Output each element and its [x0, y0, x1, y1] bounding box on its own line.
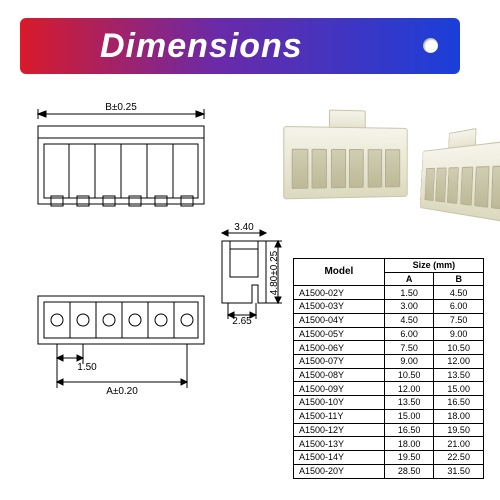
table-row: A1500-04Y4.507.50 [294, 313, 484, 327]
table-cell: 9.00 [434, 327, 484, 341]
table-cell: 10.50 [434, 341, 484, 355]
table-cell: 15.00 [384, 409, 434, 423]
table-cell: 13.50 [434, 368, 484, 382]
table-cell: A1500-14Y [294, 451, 385, 465]
table-row: A1500-02Y1.504.50 [294, 286, 484, 300]
table-cell: 12.00 [384, 382, 434, 396]
table-row: A1500-20Y28.5031.50 [294, 464, 484, 478]
table-row: A1500-14Y19.5022.50 [294, 451, 484, 465]
connector-slot-icon [311, 149, 327, 189]
table-cell: 6.00 [384, 327, 434, 341]
dimension-b-label: B±0.25 [105, 102, 137, 113]
table-cell: 18.00 [434, 409, 484, 423]
table-cell: 9.00 [384, 355, 434, 369]
table-row: A1500-06Y7.5010.50 [294, 341, 484, 355]
table-header-b: B [434, 272, 484, 286]
table-cell: 19.50 [434, 423, 484, 437]
connector-slot-icon [460, 166, 474, 205]
table-cell: A1500-02Y [294, 286, 385, 300]
table-row: A1500-03Y3.006.00 [294, 300, 484, 314]
table-cell: A1500-06Y [294, 341, 385, 355]
dimension-side-height: 4.80±0.25 [269, 250, 280, 295]
table-cell: 3.00 [384, 300, 434, 314]
table-cell: 31.50 [434, 464, 484, 478]
table-cell: A1500-11Y [294, 409, 385, 423]
table-header-size-group: Size (mm) [384, 259, 483, 273]
table-cell: 12.00 [434, 355, 484, 369]
connector-slot-icon [491, 165, 500, 209]
dimension-a-label: A±0.20 [106, 386, 138, 397]
product-photo-front [283, 108, 407, 206]
table-cell: 21.00 [434, 437, 484, 451]
table-cell: A1500-04Y [294, 313, 385, 327]
connector-slot-icon [475, 166, 490, 207]
dimension-side-inner: 2.65 [232, 316, 252, 327]
table-row: A1500-12Y16.5019.50 [294, 423, 484, 437]
table-cell: A1500-09Y [294, 382, 385, 396]
dimension-side-width: 3.40 [234, 222, 254, 233]
connector-slot-icon [330, 149, 345, 188]
table-cell: 16.50 [434, 396, 484, 410]
table-cell: 4.50 [384, 313, 434, 327]
connector-slot-icon [349, 149, 364, 188]
table-row: A1500-05Y6.009.00 [294, 327, 484, 341]
table-row: A1500-09Y12.0015.00 [294, 382, 484, 396]
table-cell: 7.50 [434, 313, 484, 327]
table-cell: 28.50 [384, 464, 434, 478]
table-cell: A1500-05Y [294, 327, 385, 341]
table-row: A1500-10Y13.5016.50 [294, 396, 484, 410]
table-cell: A1500-07Y [294, 355, 385, 369]
table-row: A1500-08Y10.5013.50 [294, 368, 484, 382]
table-cell: 13.50 [384, 396, 434, 410]
connector-slot-icon [292, 149, 308, 189]
dimension-pitch: 1.50 [77, 362, 97, 373]
table-header-a: A [384, 272, 434, 286]
connector-slot-icon [447, 167, 459, 204]
table-cell: A1500-12Y [294, 423, 385, 437]
table-cell: 18.00 [384, 437, 434, 451]
table-cell: A1500-03Y [294, 300, 385, 314]
table-cell: 19.50 [384, 451, 434, 465]
table-cell: 16.50 [384, 423, 434, 437]
table-cell: A1500-08Y [294, 368, 385, 382]
table-cell: A1500-10Y [294, 396, 385, 410]
table-cell: A1500-13Y [294, 437, 385, 451]
table-row: A1500-13Y18.0021.00 [294, 437, 484, 451]
title-banner: Dimensions [20, 18, 460, 74]
table-cell: 15.00 [434, 382, 484, 396]
table-cell: 22.50 [434, 451, 484, 465]
page-title: Dimensions [100, 27, 303, 66]
table-cell: 7.50 [384, 341, 434, 355]
drawing-front-view: B±0.25 [22, 100, 222, 220]
connector-slot-icon [435, 167, 446, 202]
table-header-model: Model [294, 259, 385, 286]
rivet-hole-icon [423, 38, 438, 53]
table-row: A1500-11Y15.0018.00 [294, 409, 484, 423]
table-cell: 1.50 [384, 286, 434, 300]
table-cell: 6.00 [434, 300, 484, 314]
drawing-bottom-view: 1.50 A±0.20 [22, 290, 222, 395]
connector-slot-icon [385, 149, 400, 187]
product-photo-angled [419, 120, 500, 231]
table-row: A1500-07Y9.0012.00 [294, 355, 484, 369]
table-cell: 10.50 [384, 368, 434, 382]
connector-slot-icon [425, 168, 435, 201]
dimensions-table: Model Size (mm) A B A1500-02Y1.504.50A15… [293, 258, 484, 479]
table-cell: 4.50 [434, 286, 484, 300]
table-cell: A1500-20Y [294, 464, 385, 478]
connector-slot-icon [367, 149, 382, 187]
